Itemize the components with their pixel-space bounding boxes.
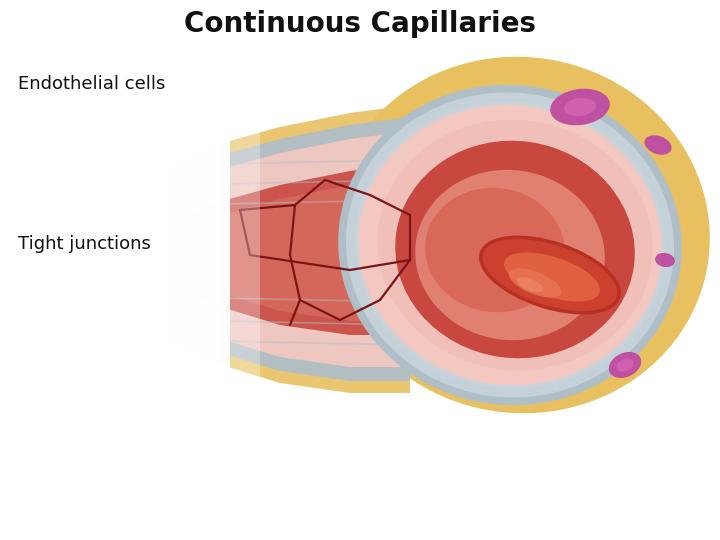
Ellipse shape (397, 141, 633, 353)
Ellipse shape (415, 170, 605, 340)
Ellipse shape (550, 89, 610, 125)
Polygon shape (150, 95, 260, 405)
Polygon shape (180, 100, 230, 400)
Polygon shape (170, 105, 410, 393)
Ellipse shape (330, 57, 710, 413)
Ellipse shape (425, 188, 565, 312)
Polygon shape (170, 177, 410, 321)
Polygon shape (130, 95, 220, 405)
Ellipse shape (504, 253, 600, 301)
Ellipse shape (655, 253, 675, 267)
Text: Tight junctions: Tight junctions (18, 235, 151, 253)
Text: Continuous Capillaries: Continuous Capillaries (184, 10, 536, 38)
Ellipse shape (338, 85, 682, 405)
Polygon shape (0, 0, 190, 540)
Ellipse shape (417, 170, 603, 336)
Ellipse shape (509, 268, 562, 298)
Polygon shape (170, 131, 410, 367)
Ellipse shape (428, 189, 564, 309)
Ellipse shape (355, 102, 665, 388)
Ellipse shape (395, 142, 635, 358)
Text: Endothelial cells: Endothelial cells (18, 75, 166, 93)
Polygon shape (160, 100, 230, 400)
Ellipse shape (616, 359, 634, 372)
Ellipse shape (481, 237, 619, 313)
Ellipse shape (377, 120, 653, 370)
Ellipse shape (644, 136, 672, 155)
Polygon shape (170, 163, 410, 335)
Ellipse shape (517, 278, 543, 293)
Ellipse shape (609, 352, 642, 378)
Polygon shape (110, 95, 170, 405)
Polygon shape (140, 100, 230, 400)
Polygon shape (170, 117, 410, 381)
Ellipse shape (564, 98, 596, 116)
Polygon shape (200, 100, 230, 400)
